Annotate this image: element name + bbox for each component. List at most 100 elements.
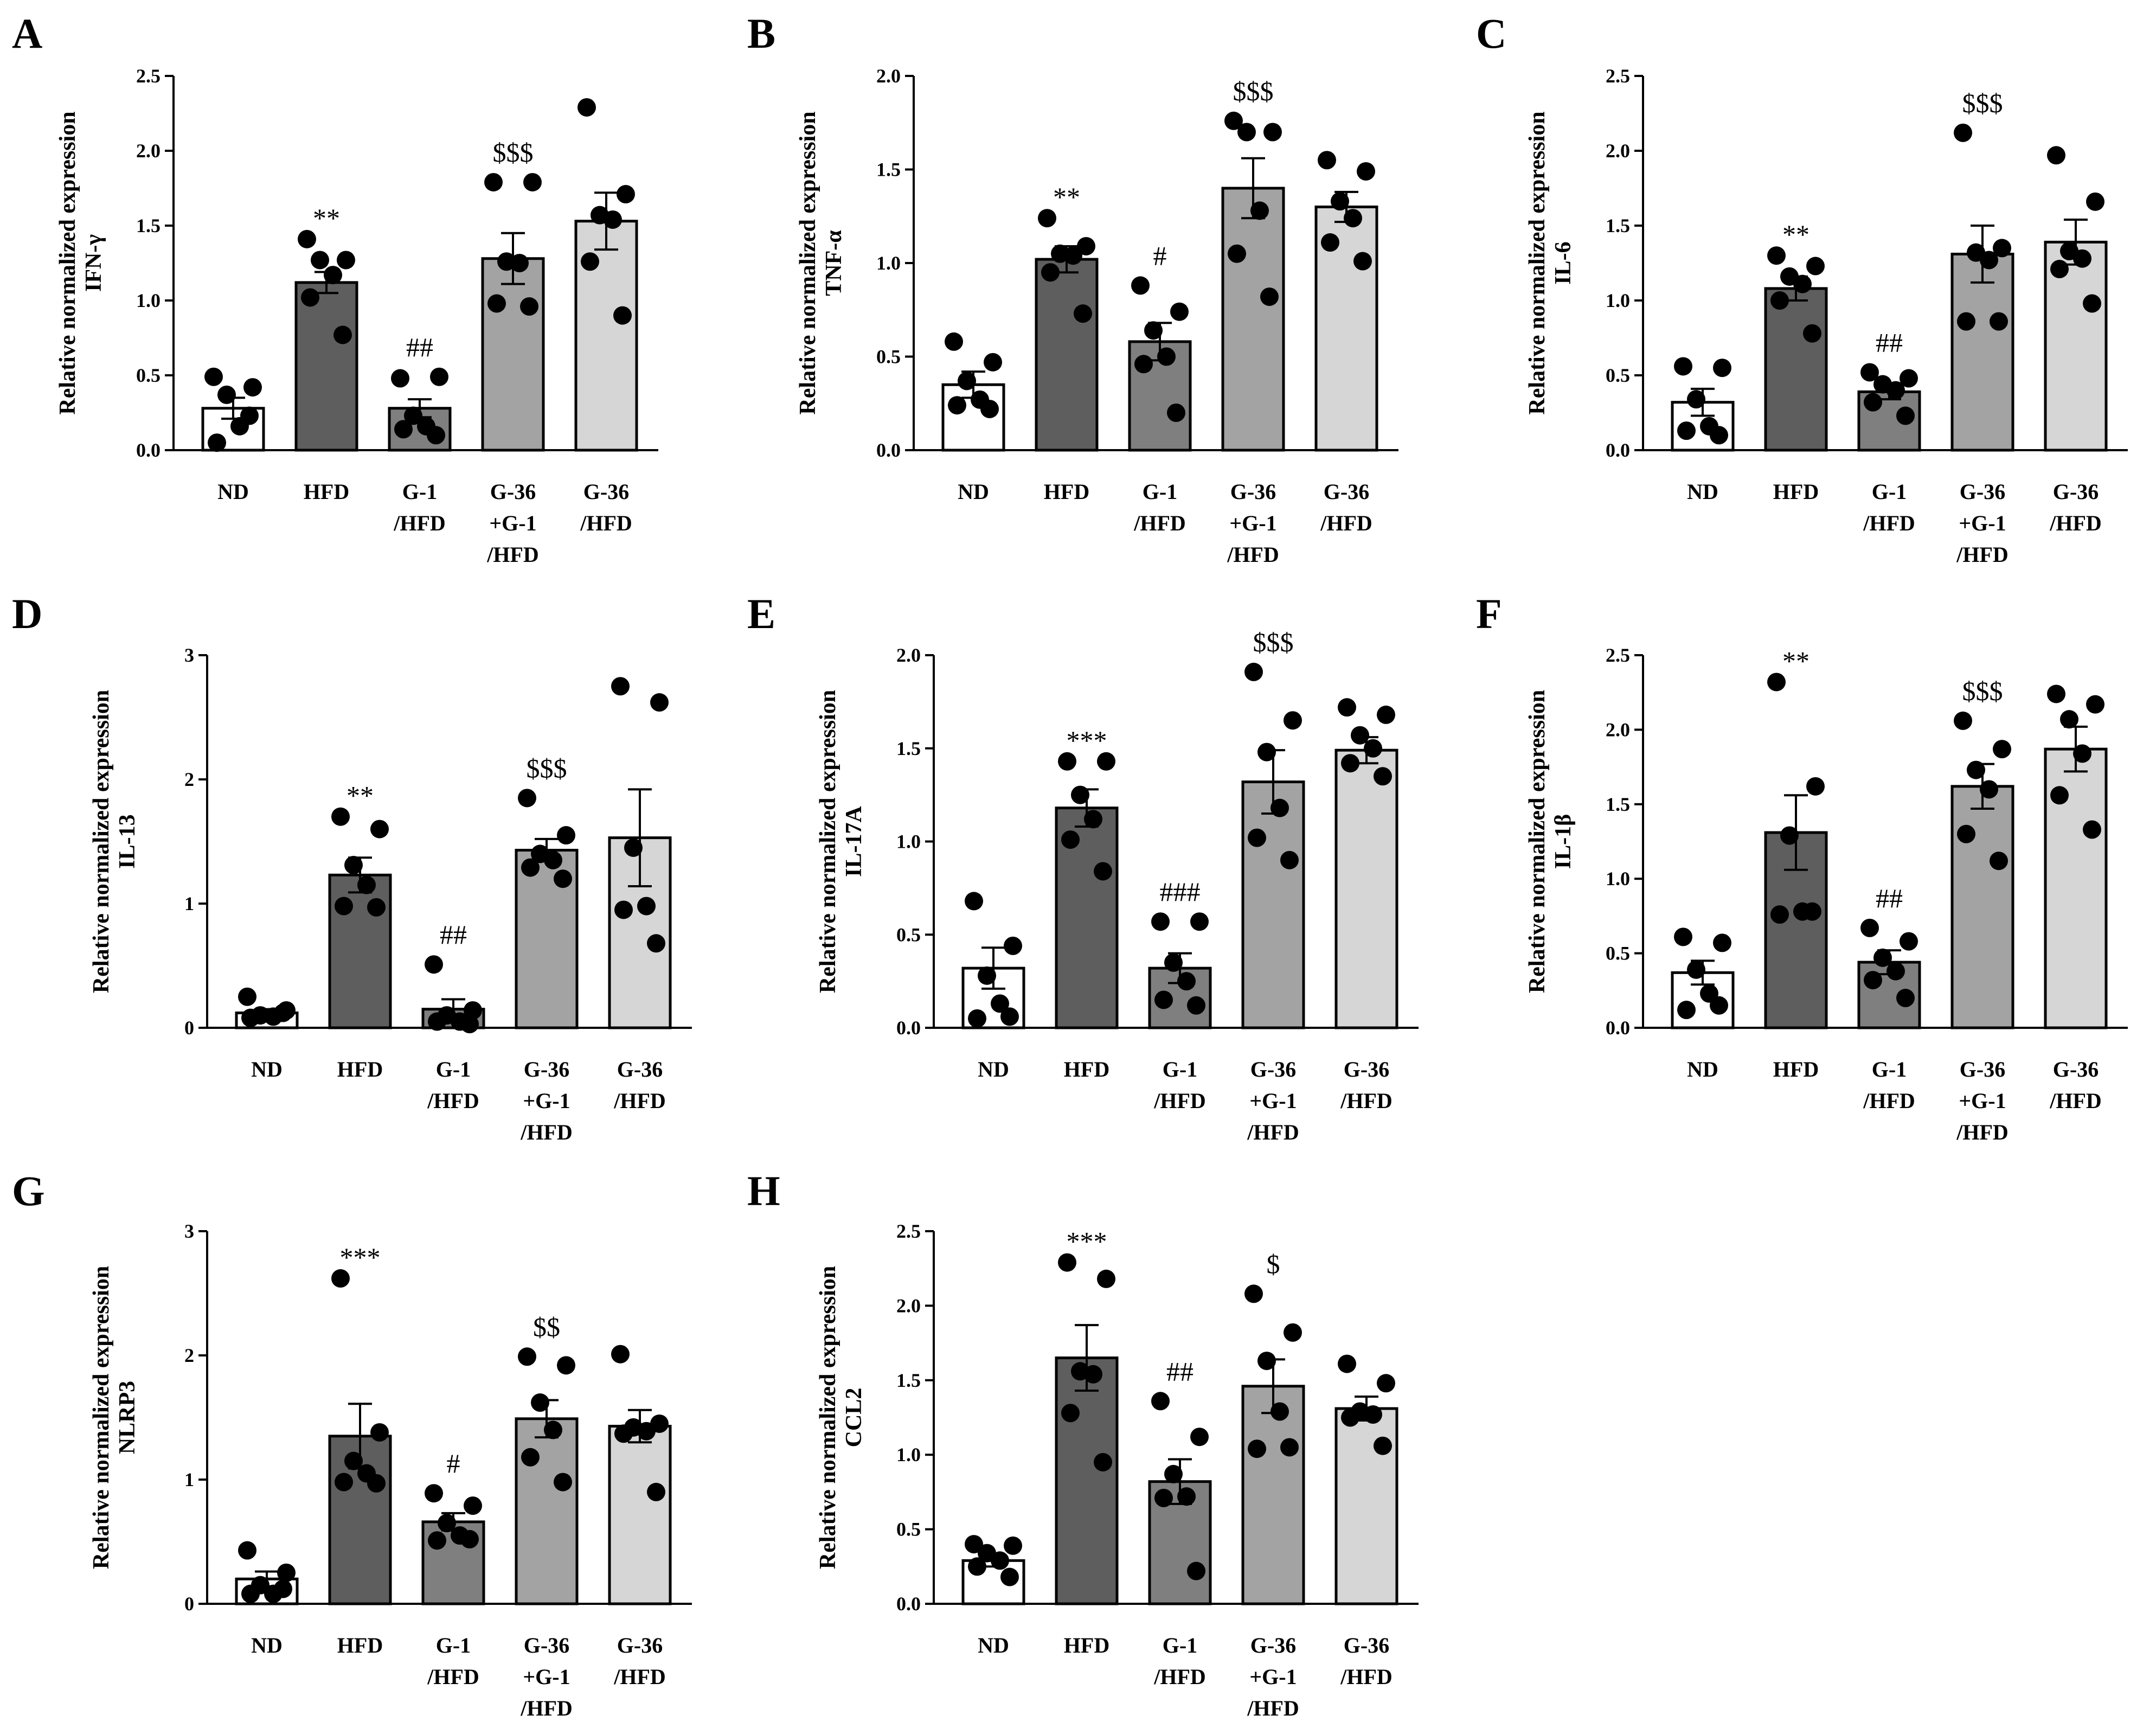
panel-letter: H [747,1167,780,1214]
data-point [614,1424,633,1443]
category-label: /HFD [613,1089,666,1113]
y-tick-label: 1.5 [136,215,161,236]
data-point [1864,971,1882,990]
y-axis-title: Relative normalized expression [816,690,840,993]
data-point [1803,902,1821,921]
data-point [1097,752,1115,771]
data-point [1677,1001,1696,1020]
data-point [335,897,353,916]
y-axis-title: Relative normalized expression [1525,111,1550,414]
data-point [1873,948,1892,967]
data-point [344,1451,363,1470]
bar [1950,785,2014,1029]
data-point [208,433,226,452]
data-point [1038,209,1056,228]
data-point [531,1393,549,1412]
y-axis-label: IL-6 [1551,241,1576,284]
data-point [1860,918,1879,937]
y-axis-title: Relative normalized expression [89,1266,114,1569]
data-point [1860,363,1879,382]
chart-panel-f: F Relative normalized expression IL-1β 0.0 0… [1476,590,2128,1144]
data-point [1687,390,1705,409]
y-tick-label: 1.5 [896,1369,921,1391]
chart-panel-a: A Relative normalized expression IFN-γ 0.0 0… [12,10,658,567]
category-label: /HFD [1247,1696,1299,1720]
data-point [554,1473,572,1492]
category-label: +G-1 [489,511,536,535]
bar [1055,807,1119,1029]
data-point [617,185,635,204]
significance-label: $$$ [1253,627,1294,657]
data-point [430,367,448,386]
data-point [1077,236,1095,255]
category-label: /HFD [520,1696,573,1720]
data-point [1257,743,1276,761]
data-point [1190,1428,1209,1447]
panel-letter: E [747,590,775,637]
bar [1241,1385,1305,1605]
data-point [1377,705,1395,724]
y-tick-label: 1.0 [136,290,161,311]
data-point [521,858,540,877]
data-point [301,288,319,307]
significance-label: ## [1876,327,1903,357]
panel-letter: A [12,10,42,57]
data-point [1353,252,1372,271]
data-point [2073,744,2091,763]
data-point [1170,302,1189,321]
data-point [1967,760,1985,779]
data-point [1151,912,1170,931]
data-point [1674,927,1692,946]
data-point [968,1557,986,1576]
data-point [1803,324,1821,343]
data-point [544,850,562,869]
category-label: +G-1 [523,1665,570,1689]
data-point [1318,151,1336,170]
data-point [487,294,506,313]
data-point [614,900,633,919]
y-axis-title: Relative normalized expression [816,1266,840,1569]
data-point [331,807,350,826]
data-point [1058,1253,1076,1272]
data-point [1260,287,1279,306]
y-tick-label: 3 [184,644,194,666]
data-point [1793,274,1812,293]
category-label: /HFD [2049,1089,2102,1113]
data-point [1980,251,1998,270]
data-point [2060,710,2078,729]
data-point [557,826,575,845]
category-label: G-36 [2053,479,2099,504]
y-tick-label: 0.0 [896,1017,921,1039]
data-point [604,210,622,229]
category-label: G-36 [2053,1057,2099,1081]
data-point [425,955,443,974]
data-point [1000,1007,1019,1026]
data-point [427,426,445,445]
significance-label: ** [347,780,374,811]
data-point [2047,684,2065,703]
data-point [1061,830,1080,849]
data-point [438,1514,456,1533]
significance-label: *** [1067,1226,1107,1257]
data-point [1131,276,1150,295]
y-tick-label: 1.0 [896,831,921,853]
y-tick-label: 3 [184,1220,194,1242]
data-point [1767,246,1786,265]
category-label: G-1 [436,1057,471,1081]
data-point [2050,786,2069,805]
data-point [1248,1439,1266,1458]
data-point [958,372,976,391]
data-point [1094,862,1112,881]
category-label: G-36 [524,1057,569,1081]
category-label: +G-1 [1249,1089,1297,1113]
significance-label: ## [1166,1356,1194,1386]
category-label: /HFD [613,1665,666,1689]
category-label: HFD [304,479,349,504]
category-label: ND [251,1633,283,1657]
data-point [1134,355,1153,374]
significance-label: # [447,1448,460,1479]
data-point [240,406,259,425]
data-point [1780,826,1799,845]
y-tick-label: 2.0 [1606,140,1630,162]
data-point [333,325,352,344]
